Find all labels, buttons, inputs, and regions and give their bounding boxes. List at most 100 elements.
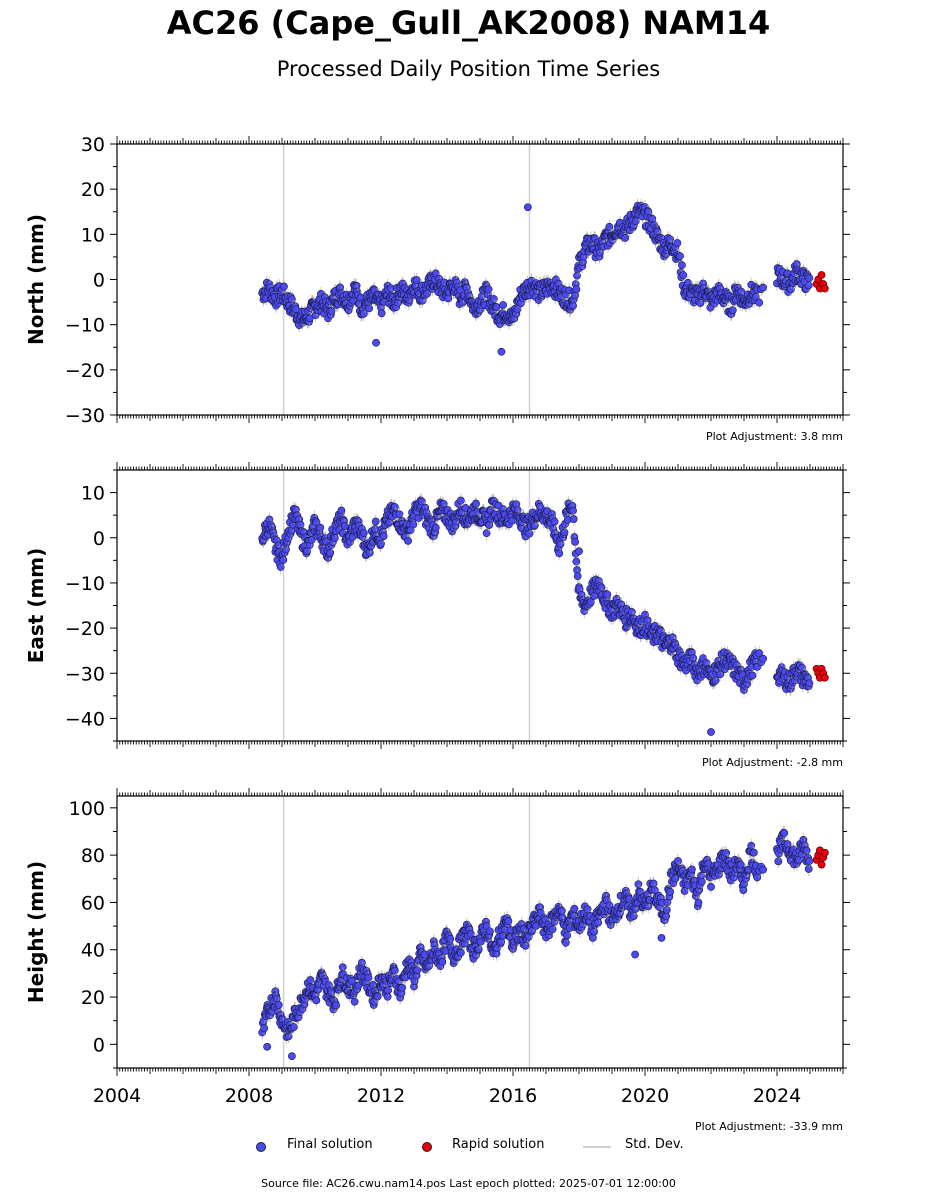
final-point <box>729 307 736 314</box>
final-point <box>331 534 338 541</box>
final-point <box>313 997 320 1004</box>
final-point <box>806 680 813 687</box>
y-tick-label: −30 <box>65 405 105 427</box>
final-point <box>666 236 673 243</box>
plot-adjustment: Plot Adjustment: -2.8 mm <box>702 756 843 769</box>
final-point <box>374 993 381 1000</box>
final-point <box>333 1002 340 1009</box>
final-point <box>432 524 439 531</box>
final-point <box>439 958 446 965</box>
y-tick-label: −20 <box>65 360 105 382</box>
final-point <box>410 521 417 528</box>
final-point <box>676 253 683 260</box>
final-point <box>366 305 373 312</box>
final-point <box>556 550 563 557</box>
final-point <box>457 497 464 504</box>
final-point <box>569 507 576 514</box>
final-point <box>360 529 367 536</box>
final-point <box>275 1001 282 1008</box>
final-point <box>338 507 345 514</box>
rapid-point <box>821 674 828 681</box>
y-tick-label: −10 <box>65 315 105 337</box>
final-point <box>570 515 577 522</box>
final-point <box>440 500 447 507</box>
y-tick-label: 10 <box>81 224 105 246</box>
final-point <box>678 262 685 269</box>
plot-adjustment: Plot Adjustment: 3.8 mm <box>706 430 843 443</box>
final-point <box>628 608 635 615</box>
y-tick-label: −20 <box>65 618 105 640</box>
final-point <box>457 949 464 956</box>
final-point <box>261 1025 268 1032</box>
final-point <box>561 529 568 536</box>
final-point <box>806 275 813 282</box>
y-tick-label: 10 <box>81 483 105 505</box>
rapid-point <box>821 285 828 292</box>
final-point <box>749 672 756 679</box>
y-tick-label: −10 <box>65 573 105 595</box>
final-point <box>288 296 295 303</box>
final-point <box>712 677 719 684</box>
y-axis-label: East (mm) <box>24 548 48 664</box>
final-point <box>805 282 812 289</box>
final-point <box>606 223 613 230</box>
y-tick-label: −40 <box>65 708 105 730</box>
final-point <box>571 538 578 545</box>
final-point-outlier <box>372 339 379 346</box>
final-point <box>674 239 681 246</box>
final-point <box>317 524 324 531</box>
final-point <box>380 533 387 540</box>
final-point <box>485 286 492 293</box>
final-point <box>756 299 763 306</box>
final-point-outlier <box>707 728 714 735</box>
final-point <box>413 276 420 283</box>
final-point <box>622 234 629 241</box>
final-point <box>472 500 479 507</box>
final-point-outlier <box>575 548 582 555</box>
final-point <box>680 272 687 279</box>
final-point <box>297 521 304 528</box>
final-point <box>447 935 454 942</box>
final-point <box>328 307 335 314</box>
final-point <box>372 518 379 525</box>
final-point <box>690 655 697 662</box>
final-point <box>365 974 372 981</box>
final-point <box>399 984 406 991</box>
final-point <box>391 967 398 974</box>
final-point <box>327 549 334 556</box>
y-tick-label: 30 <box>81 134 105 156</box>
final-point <box>645 208 652 215</box>
final-point <box>493 304 500 311</box>
final-point <box>404 537 411 544</box>
y-tick-label: 0 <box>93 528 105 550</box>
final-point <box>573 286 580 293</box>
final-point <box>414 967 421 974</box>
final-point <box>280 283 287 290</box>
y-tick-label: 20 <box>81 179 105 201</box>
final-point <box>378 310 385 317</box>
final-point <box>391 503 398 510</box>
final-point <box>500 301 507 308</box>
final-point <box>371 526 378 533</box>
final-point-outlier <box>498 348 505 355</box>
final-point <box>384 993 391 1000</box>
final-point <box>760 284 767 291</box>
y-axis-label: North (mm) <box>24 214 48 345</box>
y-tick-label: 0 <box>93 270 105 292</box>
axes-frame <box>117 144 843 415</box>
final-point <box>339 964 346 971</box>
y-tick-label: −30 <box>65 663 105 685</box>
final-point <box>351 998 358 1005</box>
final-point <box>360 310 367 317</box>
final-point <box>598 584 605 591</box>
final-point <box>280 556 287 563</box>
final-point <box>574 573 581 580</box>
final-point <box>526 530 533 537</box>
final-point-outlier <box>524 204 531 211</box>
final-point <box>551 518 558 525</box>
final-point <box>760 655 767 662</box>
rapid-point <box>818 271 825 278</box>
final-point <box>604 591 611 598</box>
final-point <box>573 558 580 565</box>
